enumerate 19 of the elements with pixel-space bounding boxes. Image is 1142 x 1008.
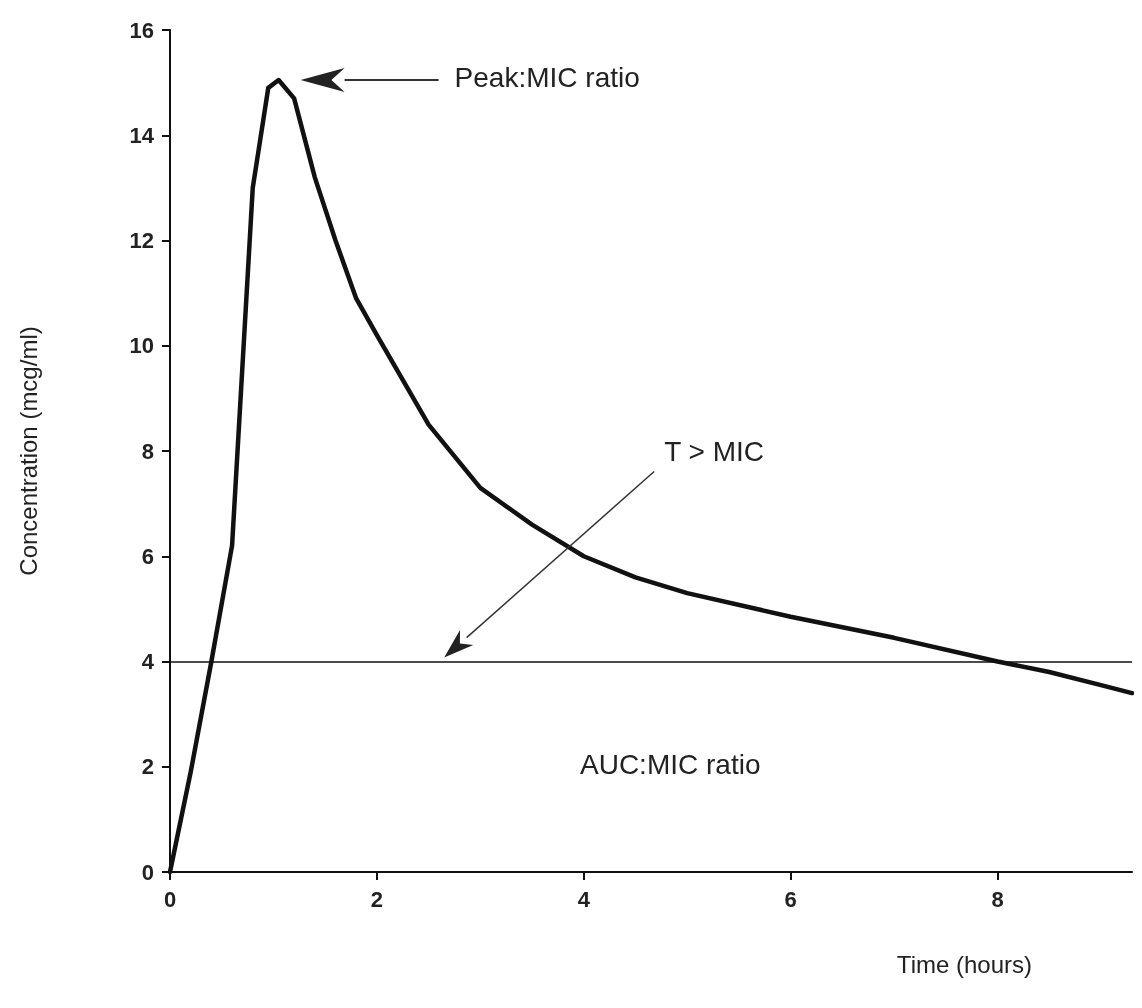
annotation: Peak:MIC ratio <box>454 62 640 94</box>
y-tick-label: 4 <box>141 649 155 674</box>
x-tick-label: 2 <box>370 886 384 912</box>
y-tick-label: 6 <box>141 543 154 569</box>
x-axis-title: Time (hours) <box>896 950 1032 978</box>
y-tick-label: 0 <box>141 859 154 885</box>
y-tick-label: 14 <box>129 122 155 148</box>
y-tick-label: 10 <box>129 333 154 359</box>
annotation: T > MIC <box>664 435 765 467</box>
y-tick-label: 12 <box>129 228 154 253</box>
annotation: AUC:MIC ratio <box>580 749 761 781</box>
x-tick-label: 0 <box>163 886 177 912</box>
x-tick-label: 6 <box>784 886 797 912</box>
y-axis-title: Concentration (mcg/ml) <box>14 326 42 576</box>
y-tick-label: 2 <box>141 754 154 780</box>
y-tick-label: 16 <box>129 17 154 43</box>
y-tick-label: 8 <box>141 438 154 464</box>
x-tick-label: 8 <box>991 886 1004 912</box>
x-tick-label: 4 <box>577 886 591 912</box>
